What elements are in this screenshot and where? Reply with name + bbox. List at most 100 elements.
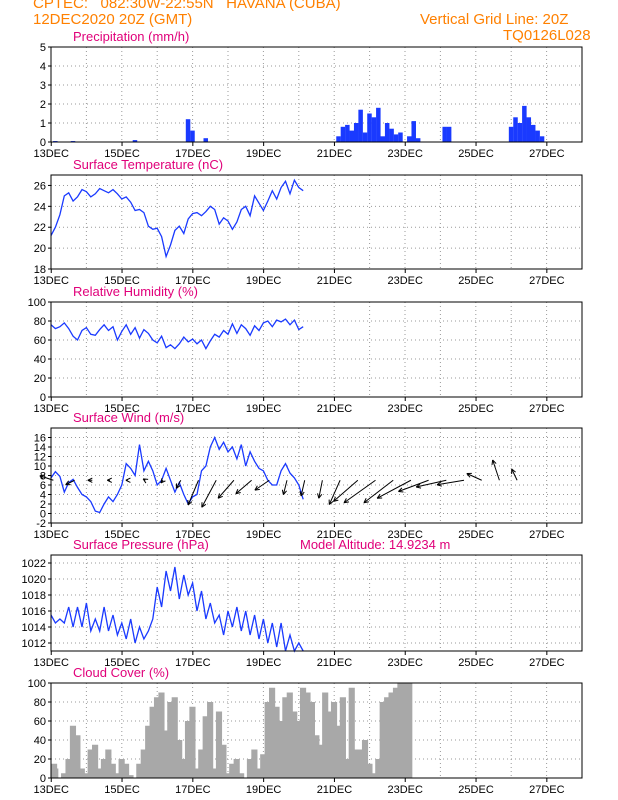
cloud-bar xyxy=(264,702,271,778)
wind-arrow-shaft xyxy=(343,479,376,504)
precip-bar xyxy=(362,132,368,142)
wind-arrow-head xyxy=(333,496,336,502)
precip-bar xyxy=(190,130,195,142)
wind-arrow-head xyxy=(160,477,163,484)
pres-x-tick-label: 15DEC xyxy=(104,657,140,669)
wind-arrow-shaft xyxy=(235,479,252,495)
wind-arrow-head xyxy=(254,488,260,491)
wind-arrow-head xyxy=(436,484,442,487)
precip-bar xyxy=(442,126,447,142)
cloud-bar xyxy=(397,683,404,778)
cloud-bar xyxy=(65,759,72,778)
cloud-x-tick-label: 19DEC xyxy=(246,784,282,796)
wind-arrow-head xyxy=(398,487,403,492)
cloud-bar xyxy=(335,725,342,778)
wind-arrow-head xyxy=(283,490,287,495)
rh-x-tick-label: 13DEC xyxy=(34,403,70,415)
rh-x-tick-label: 23DEC xyxy=(388,403,424,415)
precip-bar xyxy=(522,105,527,142)
wind-y-tick-label: 2 xyxy=(40,499,46,511)
precip-bar xyxy=(411,121,416,142)
cloud-bar xyxy=(158,692,165,778)
cloud-bar xyxy=(392,687,400,778)
temp-y-tick-label: 24 xyxy=(34,201,46,213)
wind-arrow xyxy=(343,479,376,504)
cloud-bar xyxy=(140,749,147,778)
pres-y-tick-label: 1012 xyxy=(22,638,46,650)
pres-x-tick-label: 25DEC xyxy=(458,657,494,669)
wind-y-tick-label: 6 xyxy=(40,480,46,492)
wind-arrow xyxy=(398,479,429,493)
cloud-bar xyxy=(145,725,152,778)
wind-arrow-head xyxy=(176,485,181,489)
cloud-bar xyxy=(233,759,240,778)
cloud-bar xyxy=(406,683,413,778)
temp-x-tick-label: 13DEC xyxy=(34,275,70,287)
cloud-bar xyxy=(189,706,196,778)
wind-x-tick-label: 19DEC xyxy=(246,529,282,541)
precip-bar xyxy=(393,134,399,142)
precip-bar xyxy=(526,117,532,142)
wind-arrow-head xyxy=(125,479,131,483)
wind-arrow xyxy=(201,480,217,508)
cloud-bar xyxy=(330,702,338,778)
wind-arrow xyxy=(175,480,182,489)
temp-x-tick-label: 23DEC xyxy=(388,275,424,287)
cloud-bar xyxy=(326,711,333,778)
cloud-bar xyxy=(149,706,156,778)
cloud-bar xyxy=(153,697,161,778)
wind-arrow-head xyxy=(39,475,44,480)
temp-x-tick-label: 25DEC xyxy=(458,275,494,287)
wind-series-line xyxy=(50,435,304,514)
wind-arrow-shaft xyxy=(217,479,235,499)
cloud-bar xyxy=(361,740,369,778)
cloud-bar xyxy=(176,740,183,778)
cloud-bar xyxy=(384,697,391,778)
pres-x-tick-label: 23DEC xyxy=(388,657,424,669)
wind-arrow xyxy=(333,479,359,502)
precip-y-tick-label: 0 xyxy=(40,137,46,149)
wind-arrow-shaft xyxy=(328,480,341,505)
wind-arrow-head xyxy=(317,493,320,499)
cloud-bar xyxy=(313,735,320,778)
wind-arrow-shaft xyxy=(254,479,270,491)
cloud-y-tick-label: 60 xyxy=(34,716,46,728)
cloud-bar xyxy=(388,692,395,778)
precip-y-tick-label: 5 xyxy=(40,42,46,54)
wind-arrow-head xyxy=(160,480,166,484)
wind-arrow-head xyxy=(187,501,193,506)
header-grid-note: Vertical Grid Line: 20Z xyxy=(420,11,569,28)
precip-bar xyxy=(380,136,386,142)
cloud-bar xyxy=(92,744,99,778)
rh-chart: 0 20 40 60 80 100 13DEC 15DEC 17DEC 19DEC 21DEC 23D… xyxy=(28,284,583,415)
cloud-bar xyxy=(229,763,236,778)
rh-title: Relative Humidity (%) xyxy=(73,284,198,299)
wind-arrow-shaft xyxy=(416,479,447,488)
precip-bar xyxy=(530,124,536,142)
wind-arrow xyxy=(235,479,252,495)
pres-y-tick-label: 1020 xyxy=(22,574,46,586)
cloud-bar xyxy=(260,754,267,778)
cloud-bar xyxy=(304,692,311,778)
temp-x-tick-label: 21DEC xyxy=(317,275,353,287)
wind-arrow-head xyxy=(436,481,442,486)
wind-arrow-head xyxy=(87,477,93,481)
temp-y-tick-label: 20 xyxy=(34,243,46,255)
wind-x-tick-label: 21DEC xyxy=(317,529,353,541)
precip-x-tick-label: 19DEC xyxy=(246,148,282,160)
wind-arrow-shaft xyxy=(466,473,482,481)
cloud-bar xyxy=(207,702,214,778)
wind-arrow-head xyxy=(328,500,334,505)
wind-arrow xyxy=(415,479,447,489)
precip-bar xyxy=(415,138,421,142)
cloud-bar xyxy=(215,711,223,778)
wind-arrow-shaft xyxy=(511,468,518,481)
wind-arrow-shaft xyxy=(363,479,394,504)
cloud-y-tick-label: 40 xyxy=(34,735,46,747)
pres-title: Surface Pressure (hPa) xyxy=(73,537,209,552)
precip-bar xyxy=(336,136,341,142)
cloud-bar xyxy=(401,683,408,778)
pres-x-tick-label: 27DEC xyxy=(529,657,565,669)
cloud-bar xyxy=(348,687,355,778)
cloud-bar xyxy=(375,759,382,778)
